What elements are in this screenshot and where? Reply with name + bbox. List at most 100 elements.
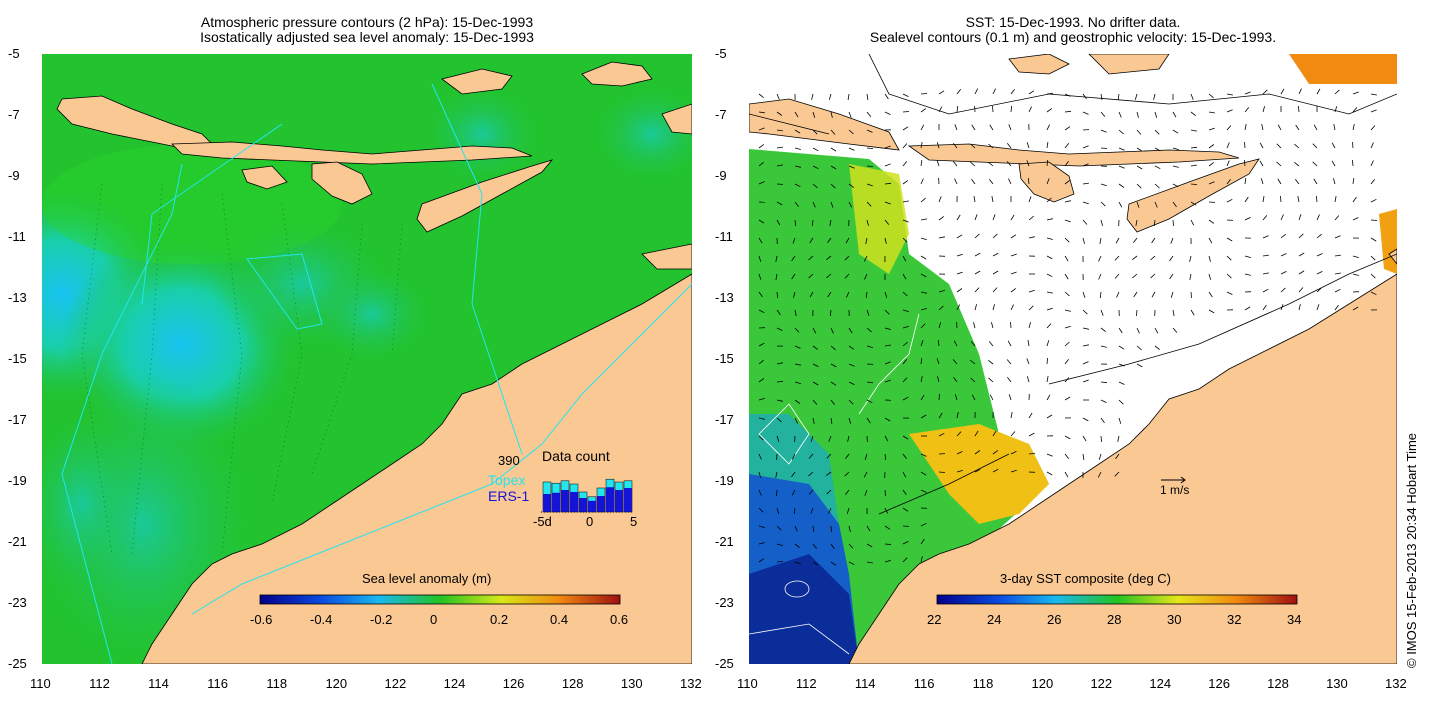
velocity-arrow [884,507,889,514]
velocity-arrow [1118,201,1123,208]
velocity-arrow [920,291,927,294]
velocity-arrow [1115,453,1120,460]
velocity-arrow [1064,291,1070,297]
velocity-arrow [1100,345,1107,348]
velocity-arrow [1028,412,1033,419]
velocity-arrow [1352,273,1359,276]
velocity-arrow [1172,147,1179,150]
velocity-arrow [1100,219,1103,226]
velocity-arrow [920,556,923,563]
velocity-arrow [1114,255,1120,261]
velocity-arrow [1136,327,1140,334]
velocity-arrow [809,291,814,298]
velocity-arrow [1294,143,1300,149]
velocity-arrow [952,359,958,365]
velocity-arrow [1208,93,1214,99]
sla-colorbar [259,594,621,605]
velocity-arrow [758,93,764,99]
y-axis-tick: -13 [8,290,27,305]
anomaly-low [312,264,432,364]
sst-yellow-region [849,164,909,274]
velocity-arrow [794,309,797,316]
data-count-xtick: -5d [533,514,552,529]
velocity-arrow [1028,196,1032,203]
velocity-arrow [1151,291,1156,298]
velocity-arrow [954,124,958,131]
velocity-arrow [812,183,818,189]
velocity-arrow [1134,93,1138,100]
velocity-arrow [828,435,832,442]
velocity-arrow [812,399,818,405]
velocity-arrow [1136,111,1139,118]
velocity-arrow [758,127,765,131]
y-axis-tick: -25 [715,656,734,671]
velocity-arrow [1098,255,1102,262]
velocity-arrow [1331,142,1336,149]
velocity-arrow [992,468,999,473]
velocity-arrow [992,450,999,455]
velocity-arrow [1190,291,1192,299]
velocity-arrow [938,106,943,113]
velocity-arrow [884,525,891,530]
velocity-arrow [1370,273,1376,279]
velocity-arrow [848,327,853,334]
velocity-arrow [1136,183,1142,189]
velocity-arrow [1312,161,1318,167]
velocity-arrow [920,255,927,260]
velocity-arrow [1154,147,1161,152]
velocity-arrow [827,291,832,298]
velocity-arrow [1046,273,1053,278]
velocity-arrow [1082,93,1087,100]
velocity-arrow [1154,345,1160,351]
velocity-arrow [1010,234,1017,239]
anomaly-low [592,84,692,184]
velocity-arrow [973,196,976,203]
velocity-arrow [956,214,961,221]
colorbar-tick: 0.2 [490,612,509,627]
right-title-line2: Sealevel contours (0.1 m) and geostrophi… [869,29,1277,45]
velocity-arrow [1082,453,1085,460]
velocity-arrow [794,327,800,333]
velocity-arrow [970,377,976,383]
velocity-arrow [794,201,799,208]
velocity-arrow [794,525,798,532]
velocity-arrow [1334,196,1337,203]
velocity-arrow [848,129,854,135]
velocity-arrow [810,507,814,514]
velocity-arrow [1280,233,1286,239]
velocity-arrow [845,237,850,244]
velocity-arrow [1117,93,1120,100]
velocity-arrow [1277,124,1282,131]
velocity-arrow [1082,309,1088,315]
y-axis-tick: -13 [715,290,734,305]
velocity-arrow [1334,254,1341,257]
velocity-arrow [1334,304,1339,311]
velocity-arrow [884,327,891,330]
velocity-arrow [866,309,870,316]
velocity-arrow [758,489,762,496]
velocity-arrow [866,111,872,117]
velocity-arrow [1118,165,1125,169]
velocity-arrow [1262,304,1267,311]
left-title-line1: Atmospheric pressure contours (2 hPa): 1… [200,14,534,30]
velocity-arrow [1028,236,1035,239]
velocity-arrow [1172,165,1179,168]
velocity-arrow [970,161,976,167]
velocity-arrow [758,291,763,298]
velocity-arrow [1064,358,1069,365]
velocity-arrow [920,218,927,221]
velocity-arrow [1298,88,1302,95]
velocity-arrow [1150,255,1156,261]
velocity-arrow [846,291,850,298]
velocity-arrow [758,558,765,563]
velocity-arrow [971,394,976,401]
velocity-arrow [884,93,889,100]
y-axis-tick: -25 [8,656,27,671]
velocity-arrow [758,397,765,401]
velocity-arrow [826,453,832,459]
velocity-arrow [956,234,963,239]
velocity-arrow [1064,396,1071,401]
velocity-arrow [920,489,927,493]
velocity-arrow [830,381,837,386]
velocity-arrow [825,471,832,476]
